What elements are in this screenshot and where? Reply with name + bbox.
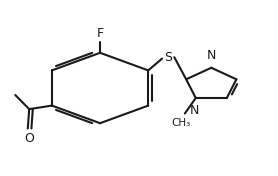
- Text: N: N: [190, 104, 199, 117]
- Text: F: F: [96, 27, 104, 40]
- Text: N: N: [207, 49, 216, 62]
- Text: O: O: [24, 132, 34, 145]
- Text: CH₃: CH₃: [171, 118, 190, 128]
- Text: S: S: [164, 51, 172, 64]
